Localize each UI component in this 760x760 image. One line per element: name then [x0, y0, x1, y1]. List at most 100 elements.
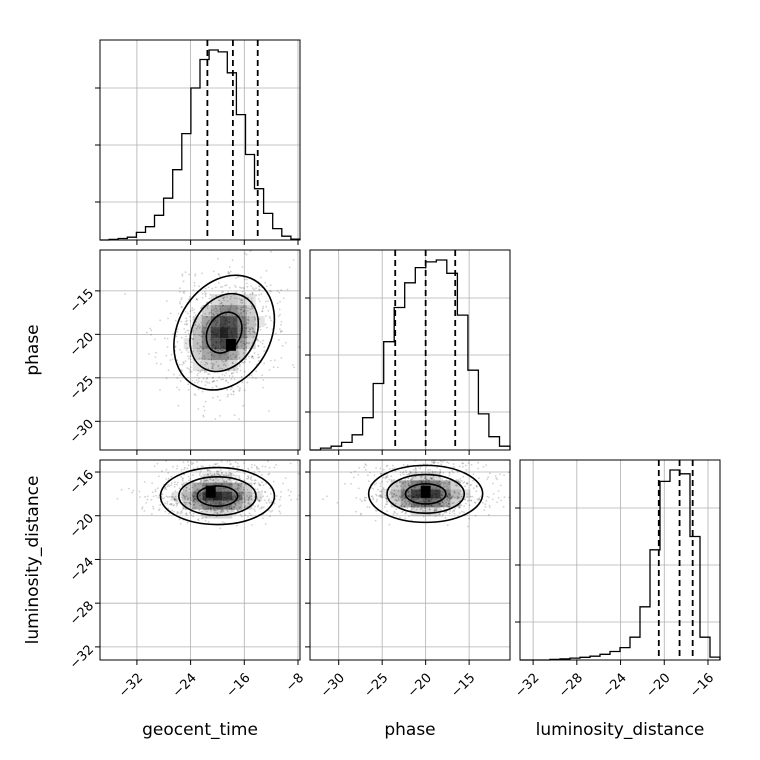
scatter-point	[234, 482, 237, 485]
scatter-point	[195, 489, 197, 492]
scatter-point	[228, 472, 231, 475]
scatter-point	[246, 336, 248, 338]
scatter-point	[199, 370, 202, 372]
scatter-point	[254, 323, 257, 326]
scatter-point	[404, 480, 406, 482]
scatter-point	[393, 467, 396, 469]
scatter-point	[202, 347, 205, 350]
scatter-point	[242, 361, 245, 364]
scatter-point	[215, 308, 218, 310]
scatter-point	[202, 333, 205, 336]
scatter-point	[440, 505, 443, 507]
scatter-point	[257, 298, 260, 300]
scatter-point	[167, 477, 170, 480]
scatter-point	[237, 325, 240, 328]
scatter-point	[185, 335, 188, 338]
scatter-point	[229, 463, 231, 465]
scatter-point	[268, 410, 270, 412]
scatter-point	[462, 482, 465, 484]
scatter-point	[199, 456, 201, 458]
scatter-point	[374, 455, 376, 457]
scatter-point	[164, 486, 167, 488]
scatter-point	[120, 488, 123, 491]
scatter-point	[213, 380, 215, 382]
scatter-point	[239, 485, 242, 488]
scatter-point	[279, 330, 282, 333]
scatter-point	[203, 357, 206, 360]
scatter-point	[190, 499, 193, 502]
scatter-point	[268, 315, 271, 318]
scatter-point	[432, 462, 435, 464]
scatter-point	[361, 500, 363, 503]
scatter-point	[232, 508, 235, 510]
y-tick-label: −15	[67, 286, 97, 316]
scatter-point	[165, 354, 168, 357]
scatter-point	[486, 495, 489, 498]
scatter-point	[494, 475, 497, 477]
scatter-point	[404, 485, 406, 488]
density-contour	[189, 292, 260, 373]
scatter-point	[392, 464, 394, 467]
scatter-point	[380, 490, 383, 493]
scatter-point	[429, 477, 432, 479]
scatter-point	[453, 466, 456, 468]
scatter-point	[238, 456, 240, 458]
scatter-point	[268, 472, 271, 475]
scatter-point	[235, 277, 237, 280]
scatter-point	[238, 465, 240, 468]
scatter-point	[322, 498, 324, 501]
scatter-point	[188, 501, 191, 504]
density-bin	[212, 491, 223, 501]
scatter-point	[265, 501, 268, 504]
scatter-point	[350, 471, 353, 474]
scatter-point	[166, 346, 169, 348]
scatter-point	[185, 486, 188, 489]
scatter-point	[251, 355, 254, 358]
scatter-point	[218, 299, 221, 302]
scatter-point	[400, 511, 403, 514]
scatter-point	[168, 485, 171, 488]
scatter-point	[179, 301, 181, 303]
scatter-point	[172, 495, 174, 498]
scatter-point	[259, 285, 261, 288]
scatter-point	[241, 301, 244, 304]
scatter-point	[372, 487, 374, 490]
scatter-point	[236, 462, 239, 465]
scatter-point	[453, 490, 456, 493]
scatter-point	[472, 487, 475, 490]
scatter-point	[241, 266, 244, 268]
scatter-point	[480, 495, 482, 498]
scatter-point	[428, 508, 431, 511]
scatter-point	[257, 340, 260, 342]
scatter-point	[208, 478, 211, 480]
scatter-point	[429, 513, 431, 516]
scatter-point	[439, 471, 442, 473]
scatter-point	[419, 475, 422, 478]
scatter-point	[228, 460, 231, 462]
scatter-point	[183, 468, 186, 471]
scatter-point	[260, 507, 263, 510]
scatter-point	[388, 456, 390, 458]
scatter-point	[166, 485, 169, 488]
scatter-point	[497, 497, 500, 499]
scatter-point	[257, 504, 260, 507]
scatter-point	[207, 320, 210, 322]
scatter-point	[219, 275, 222, 278]
scatter-point	[442, 513, 444, 516]
scatter-point	[288, 494, 291, 497]
scatter-point	[405, 452, 407, 454]
scatter-point	[172, 458, 174, 460]
scatter-point	[244, 504, 247, 507]
scatter-point	[213, 314, 216, 316]
scatter-point	[196, 488, 199, 491]
scatter-point	[234, 356, 237, 358]
scatter-point	[194, 314, 197, 316]
scatter-point	[392, 468, 394, 470]
scatter-point	[233, 450, 235, 452]
scatter-point	[244, 343, 247, 346]
scatter-point	[262, 457, 264, 459]
scatter-point	[219, 310, 222, 313]
scatter-point	[210, 479, 213, 481]
scatter-point	[124, 293, 127, 295]
scatter-point	[437, 454, 439, 456]
